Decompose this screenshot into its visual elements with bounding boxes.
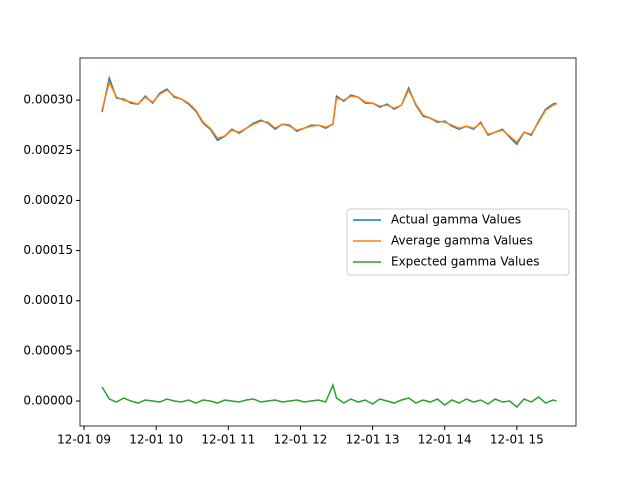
legend-label: Average gamma Values: [391, 234, 533, 248]
legend-box: [346, 208, 570, 276]
legend-label: Actual gamma Values: [391, 213, 521, 227]
x-tick-label: 12-01 14: [418, 433, 472, 447]
y-tick-label: 0.00025: [23, 143, 73, 157]
x-tick-label: 12-01 09: [57, 433, 111, 447]
y-tick-label: 0.00000: [23, 394, 73, 408]
axes-frame: [79, 57, 577, 427]
y-tick-label: 0.00005: [23, 343, 73, 357]
y-tick-label: 0.00020: [23, 193, 73, 207]
x-tick-label: 12-01 11: [201, 433, 255, 447]
x-tick-label: 12-01 10: [129, 433, 183, 447]
legend-label: Expected gamma Values: [391, 255, 540, 269]
x-tick-label: 12-01 15: [490, 433, 544, 447]
y-tick-label: 0.00010: [23, 293, 73, 307]
series-line: [101, 382, 557, 409]
x-tick-label: 12-01 12: [273, 433, 327, 447]
y-tick-label: 0.00030: [23, 93, 73, 107]
series-line: [101, 79, 557, 144]
y-tick-label: 0.00015: [23, 243, 73, 257]
x-tick-label: 12-01 13: [346, 433, 400, 447]
